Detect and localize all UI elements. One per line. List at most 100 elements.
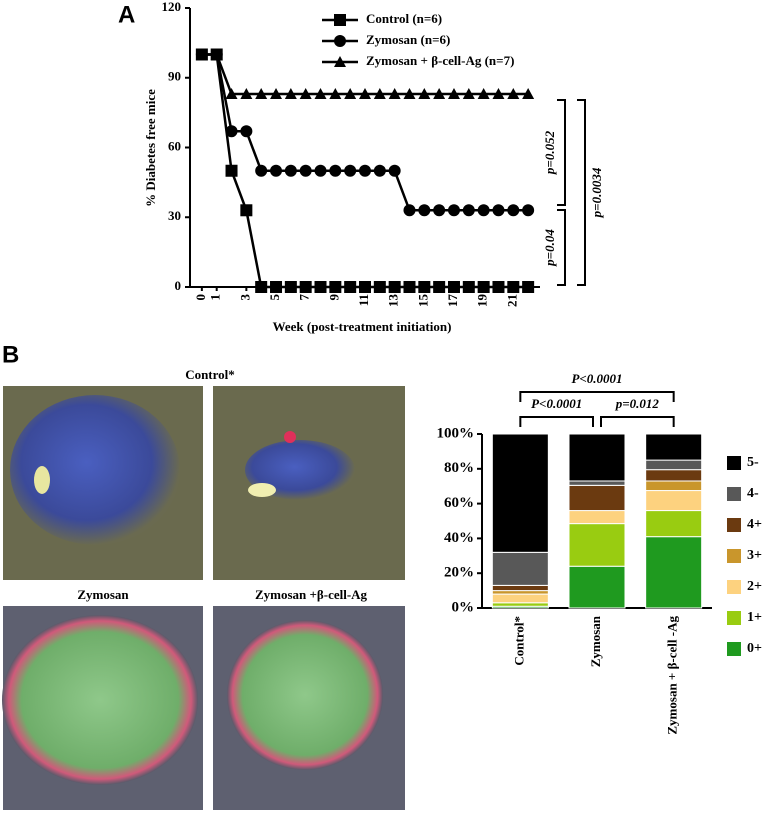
point (284, 164, 297, 177)
legend-label: 4- (747, 486, 759, 501)
bar-segment (645, 469, 703, 482)
annotation: P<0.0001 (531, 396, 582, 411)
point (314, 164, 327, 177)
point (329, 281, 342, 293)
point (388, 281, 401, 293)
point (418, 204, 431, 217)
bar-segment (491, 584, 549, 592)
point (418, 88, 431, 100)
point (507, 88, 520, 100)
point (210, 48, 223, 60)
point (373, 88, 386, 100)
legend-swatch (727, 549, 741, 563)
x-tick-label: 13 (386, 294, 401, 308)
x-tick-label: 11 (356, 294, 371, 306)
point (314, 281, 327, 293)
bar-segment (491, 590, 549, 595)
point (507, 204, 520, 217)
legend-label: 5- (747, 455, 759, 470)
legend-label: Zymosan (n=6) (366, 32, 450, 47)
annotation: p=0.04 (542, 229, 557, 267)
y-tick-label: 30 (168, 208, 181, 223)
x-tick-label: 19 (475, 294, 490, 308)
x-tick-label: 5 (267, 294, 282, 301)
image-caption: Control* (185, 367, 235, 382)
legend-label: 4+ (747, 517, 762, 532)
y-tick-label: 60% (444, 495, 474, 511)
point (270, 281, 283, 293)
point (344, 164, 357, 177)
point (403, 204, 416, 217)
point (388, 88, 401, 100)
islet (10, 395, 180, 545)
bar-segment (645, 459, 703, 471)
point (195, 48, 208, 60)
x-tick-label: Zymosan + β-cell -Ag (665, 616, 680, 735)
highlight (284, 431, 296, 443)
bar-segment (645, 433, 703, 461)
bar-segment (568, 484, 626, 512)
y-tick-label: 20% (444, 565, 474, 581)
point (225, 88, 238, 100)
point (507, 281, 520, 293)
point (359, 164, 371, 177)
point (522, 88, 535, 100)
point (270, 88, 283, 100)
bar-segment (568, 510, 626, 525)
bar-segment (491, 593, 549, 604)
bar-segment (491, 551, 549, 586)
islet (2, 615, 198, 785)
point (284, 88, 297, 100)
point (388, 164, 401, 177)
point (255, 281, 268, 293)
point (522, 204, 535, 217)
point (462, 281, 475, 293)
point (344, 88, 357, 100)
point (447, 204, 460, 217)
point (418, 281, 431, 293)
legend-swatch (727, 456, 741, 470)
legend-label: Control (n=6) (366, 11, 442, 26)
x-tick-label: 7 (297, 294, 312, 301)
legend-swatch (727, 611, 741, 625)
image-caption: Zymosan +β-cell-Ag (255, 587, 368, 602)
x-tick-label: 1 (208, 294, 223, 301)
bracket (600, 416, 675, 427)
point (433, 204, 446, 217)
legend-swatch (727, 487, 741, 501)
legend-swatch (727, 580, 741, 594)
bar-segment (491, 433, 549, 553)
point (314, 88, 327, 100)
y-axis-label: % Diabetes free mice (143, 89, 158, 207)
legend-marker (334, 14, 346, 26)
legend-marker (334, 56, 346, 67)
bracket (519, 416, 594, 427)
bracket (519, 391, 675, 402)
bar-segment (568, 523, 626, 567)
point (477, 204, 490, 217)
y-tick-label: 60 (168, 138, 181, 153)
legend-swatch (727, 518, 741, 532)
point (462, 88, 475, 100)
islet (245, 440, 355, 500)
point (240, 125, 253, 138)
legend-swatch (727, 642, 741, 656)
y-tick-label: 0% (452, 599, 475, 615)
y-tick-label: 100% (437, 425, 475, 441)
bar-segment (645, 510, 703, 538)
annotation: p=0.0034 (589, 167, 604, 218)
highlight (248, 483, 276, 497)
point (284, 281, 297, 293)
point (240, 88, 253, 100)
x-tick-label: 3 (237, 294, 252, 301)
bar-segment (645, 480, 703, 492)
x-tick-label: 9 (326, 294, 341, 301)
legend-marker (334, 35, 346, 47)
legend-label: Zymosan + β-cell-Ag (n=7) (366, 53, 514, 68)
point (462, 204, 475, 217)
point (240, 204, 253, 217)
y-tick-label: 80% (444, 460, 474, 476)
point (433, 281, 446, 293)
point (270, 164, 283, 177)
